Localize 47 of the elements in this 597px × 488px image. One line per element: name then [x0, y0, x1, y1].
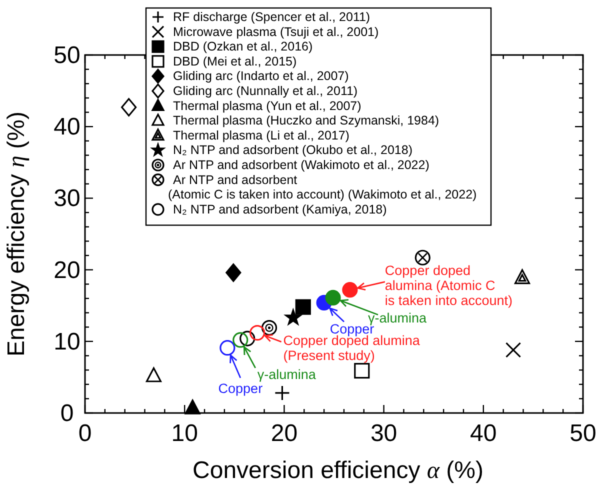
legend-label: Thermal plasma (Huczko and Szymanski, 1984) [173, 114, 440, 128]
x-tick-label: 40 [470, 420, 497, 447]
y-axis-title: Energy efficiency η (%) [3, 112, 30, 356]
legend-label: Ar NTP and adsorbent (Atomic C is taken into account) (Wakimoto et al., 2022) [168, 172, 477, 202]
legend-label: Thermal plasma (Yun et al., 2007) [173, 98, 362, 113]
point [414, 250, 430, 266]
point [226, 263, 242, 282]
point [295, 299, 311, 315]
annotation: Copper [218, 380, 264, 396]
x-tick-label: 10 [171, 420, 198, 447]
point [220, 340, 236, 356]
annotation: Copper doped alumina (Atomic C is taken into account) [384, 262, 513, 308]
y-tick-label: 10 [54, 328, 80, 356]
y-tick-label: 40 [54, 114, 80, 141]
x-tick-label: 50 [570, 420, 596, 447]
legend-label: N₂ NTP and adsorbent (Kamiya, 2018) [173, 202, 387, 216]
annotation: γ-alumina [368, 310, 428, 326]
point [514, 269, 530, 284]
point [354, 362, 370, 379]
point [342, 282, 358, 298]
point [284, 309, 302, 325]
legend-label: Gliding arc (Indarto et al., 2007) [173, 69, 349, 84]
y-tick-label: 30 [54, 185, 80, 212]
point [261, 320, 278, 336]
x-tick-label: 20 [270, 420, 298, 447]
annotation: γ-alumina [257, 366, 316, 382]
legend-label: Microwave plasma (Tsuji et al., 2001) [173, 24, 379, 39]
legend-label: DBD (Mei et al., 2015) [173, 54, 297, 68]
point [325, 290, 341, 306]
point [121, 98, 137, 116]
legend-label: DBD (Ozkan et al., 2016) [173, 40, 313, 54]
y-tick-label: 20 [54, 256, 80, 284]
y-tick-label: 50 [54, 42, 80, 69]
legend-label: Ar NTP and adsorbent (Wakimoto et al., 2022) [173, 158, 430, 172]
x-tick-label: 30 [370, 420, 398, 447]
point [232, 332, 248, 348]
point [505, 342, 522, 358]
point [240, 330, 256, 346]
point [184, 399, 200, 414]
point [146, 367, 162, 382]
legend-label: N₂ NTP and adsorbent (Okubo et al., 2018) [173, 143, 412, 158]
x-axis-title: Conversion efficiency α (%) [192, 457, 484, 484]
y-tick-label: 0 [60, 400, 74, 427]
point [250, 325, 266, 341]
legend-label: Gliding arc (Nunnally et al., 2011) [173, 84, 358, 98]
legend-label: Thermal plasma (Li et al., 2017) [173, 128, 350, 142]
legend-label: RF discharge (Spencer et al., 2011) [173, 10, 370, 24]
